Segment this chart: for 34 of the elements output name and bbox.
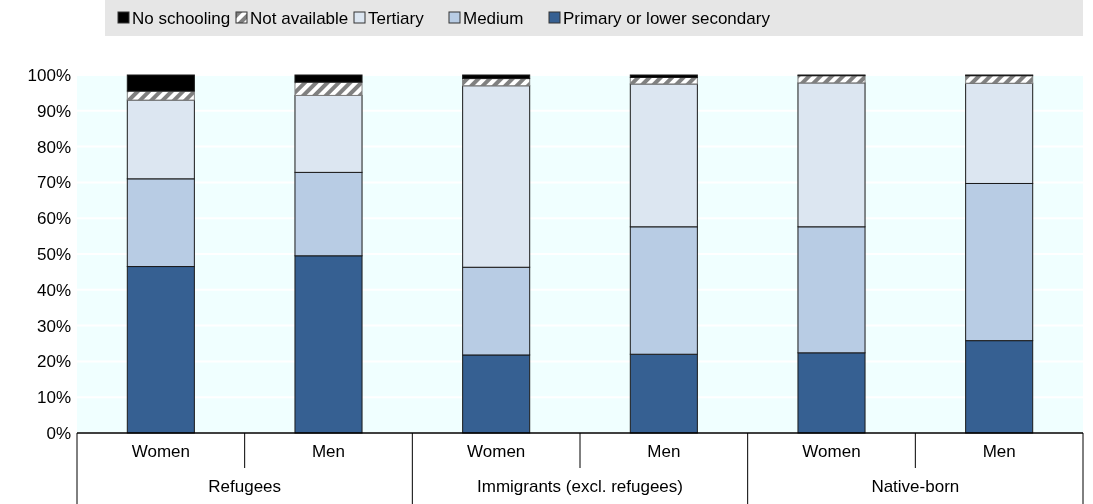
legend-label: Medium xyxy=(463,8,524,28)
bar xyxy=(797,75,866,84)
y-tick-label: 0% xyxy=(46,423,71,443)
x-tick-label: Men xyxy=(311,442,346,461)
y-tick-label: 60% xyxy=(36,209,71,229)
text: Refugees xyxy=(208,477,282,496)
x-tick-label: Men xyxy=(982,442,1016,461)
bar xyxy=(294,74,363,83)
text: Native-born xyxy=(871,477,960,496)
legend-label: Not available xyxy=(250,8,349,28)
bar xyxy=(126,90,195,101)
y-tick-label: 20% xyxy=(36,352,71,372)
bar xyxy=(126,74,195,92)
bar xyxy=(629,74,698,79)
y-tick-label: 100% xyxy=(27,65,71,85)
legend-label: No schooling xyxy=(132,8,231,28)
x-tick-label: Women xyxy=(131,442,190,461)
y-tick-label: 50% xyxy=(36,244,71,264)
y-tick-label: 80% xyxy=(36,137,71,157)
bar xyxy=(965,75,1034,84)
x-tick-label: Women xyxy=(467,442,526,461)
x-tick-label: Men xyxy=(647,442,681,461)
y-tick-label: 90% xyxy=(36,101,71,121)
legend-label: Tertiary xyxy=(368,8,425,28)
y-tick-label: 70% xyxy=(36,173,71,193)
y-tick-label: 40% xyxy=(36,280,71,300)
x-tick-label: Women xyxy=(802,442,861,461)
bar xyxy=(629,77,698,85)
y-tick-label: 30% xyxy=(36,316,71,336)
legend-label: Primary or lower secondary xyxy=(563,8,771,28)
text: Immigrants (excl. refugees) xyxy=(477,477,683,496)
bar xyxy=(462,74,531,80)
y-tick-label: 10% xyxy=(36,388,71,408)
bar xyxy=(294,81,363,96)
